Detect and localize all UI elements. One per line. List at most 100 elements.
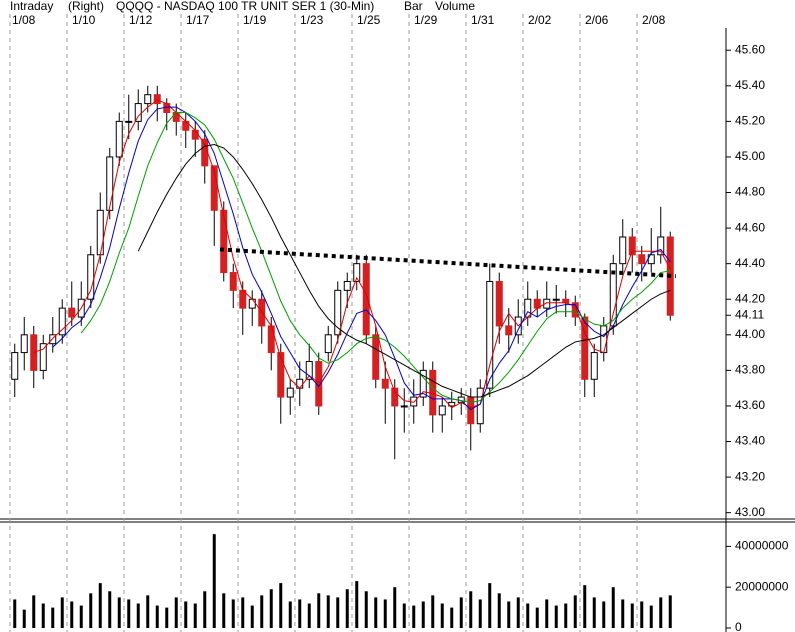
volume-bar [564,603,568,628]
candle-body [324,334,332,354]
volume-bar [241,597,245,628]
volume-bar [573,595,577,628]
y-tick-label: 43.80 [735,363,765,377]
volume-bar [431,595,435,628]
volume-bar [393,587,397,628]
volume-bar [288,601,292,628]
volume-bar [41,603,45,628]
y-tick-label: 45.40 [735,78,765,92]
candle-body [343,280,351,291]
y-tick-label: 43.00 [735,505,765,519]
y-tick-label: 44.40 [735,256,765,270]
volume-bar [659,597,663,628]
y-tick-label: 44.00 [735,327,765,341]
ma-line [80,111,671,403]
volume-bar [98,583,102,628]
volume-bar [497,593,501,628]
volume-tick-label: 0 [735,620,742,632]
candle-body [96,209,104,256]
volume-bar [260,595,264,628]
candle-body [486,280,494,389]
volume-bar [146,595,150,628]
volume-bar [307,603,311,628]
y-tick-label: 45.20 [735,114,765,128]
volume-bar [165,607,169,628]
volume-bar [108,591,112,628]
volume-bar [526,603,530,628]
candle-body [106,156,114,211]
volume-bar [421,601,425,628]
volume-bar [412,605,416,628]
candle-body [600,325,608,354]
style-label: Bar [404,0,423,13]
volume-bar [250,605,254,628]
y-tick-label: 44.60 [735,220,765,234]
volume-bar [554,605,558,628]
volume-bar [279,583,283,628]
candle-body [277,352,285,398]
volume-bar [611,587,615,628]
candle-body [39,343,47,371]
volume-tick-label: 20000000 [735,579,789,593]
volume-bar [583,585,587,628]
volume-bar [317,593,321,628]
candle-body [543,298,551,309]
candle-body [210,165,218,211]
candle-body [628,236,636,256]
x-tick-label: 1/19 [243,13,267,27]
volume-bar [602,601,606,628]
volume-bar [545,599,549,628]
volume-bar [136,603,140,628]
y-tick-label: 44.20 [735,291,765,305]
x-tick-label: 2/08 [642,13,666,27]
candle-body [400,405,408,408]
volume-bar [345,589,349,628]
y-tick-label: 45.00 [735,149,765,163]
candle-body [467,396,475,425]
volume-bar [402,603,406,628]
candle-body [372,334,380,380]
volume-bar [212,534,216,628]
volume-bar [70,601,74,628]
candle-body [552,298,560,301]
y-tick-label: 43.20 [735,469,765,483]
chart-title: QQQQ - NASDAQ 100 TR UNIT SER 1 (30-Min) [116,0,374,13]
x-tick-label: 1/31 [471,13,495,27]
candle-body [505,325,513,336]
candle-body [353,263,361,282]
candle-body [115,120,123,158]
volume-bar [79,605,83,628]
volume-bar [459,597,463,628]
x-tick-label: 2/06 [585,13,609,27]
candle-body [334,289,342,336]
volume-bar [203,591,207,628]
volume-bar [117,597,121,628]
ma-line [52,106,671,411]
y-tick-label: 45.60 [735,42,765,56]
volume-bar [89,593,93,628]
volume-bar [488,583,492,628]
volume-bar [336,597,340,628]
candle-body [20,334,28,354]
volume-bar [32,595,36,628]
candle-body [438,405,446,416]
period-label: Intraday [10,0,53,13]
x-tick-label: 1/12 [129,13,153,27]
volume-bar [22,609,26,628]
candle-body [191,129,199,140]
volume-bar [383,599,387,628]
volume-bar [326,595,330,628]
x-tick-label: 1/17 [186,13,210,27]
volume-bar [127,599,131,628]
ma-line [33,99,671,409]
volume-bar [155,605,159,628]
candle-body [220,209,228,274]
x-tick-label: 1/08 [12,13,36,27]
candle-body [305,360,313,380]
x-tick-label: 1/23 [300,13,324,27]
volume-bar [668,595,672,628]
volume-bar [592,597,596,628]
